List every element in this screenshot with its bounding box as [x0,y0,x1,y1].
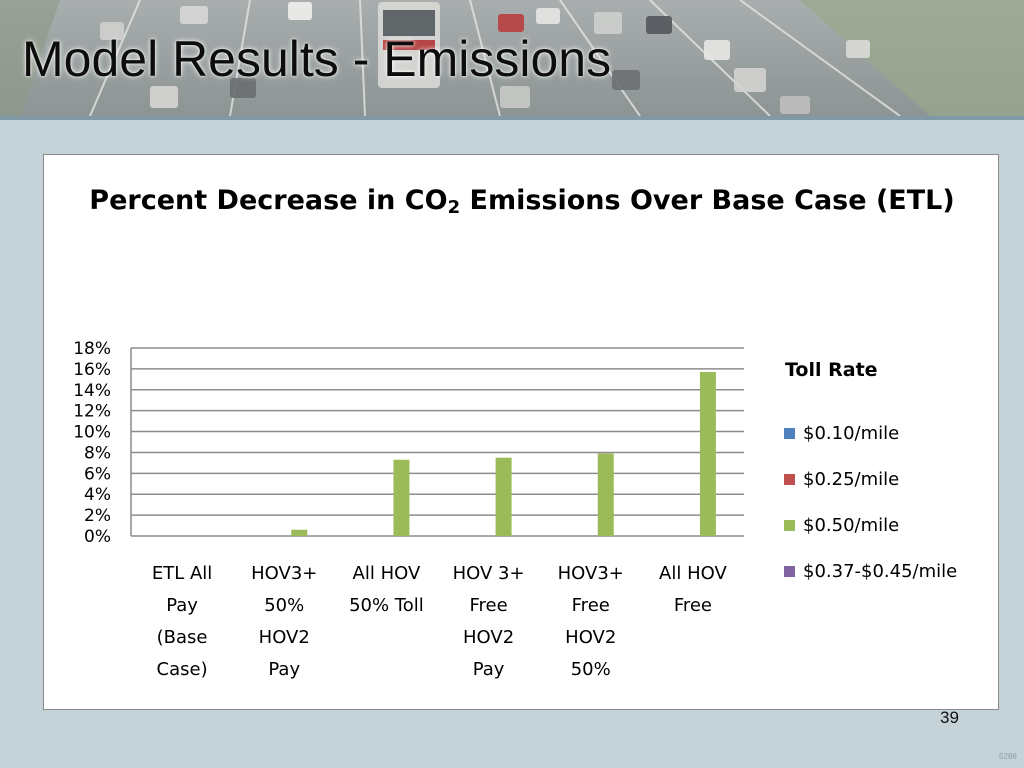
bar [495,457,512,536]
x-tick-label: HOV3+ Free HOV2 50% [558,563,624,680]
bar [597,453,614,536]
bar-chart-plot: 0%2%4%6%8%10%12%14%16%18% ETL All Pay (Base… [73,339,744,680]
y-tick-label: 4% [84,485,111,505]
legend-label: $0.37-$0.45/mile [803,561,958,582]
legend-swatch [784,520,795,531]
legend-title: Toll Rate [785,359,878,381]
y-tick-label: 2% [84,506,111,526]
chart-title-part-1: Percent Decrease in CO [89,185,448,216]
bar [393,459,410,536]
x-tick-label: All HOV Free [659,563,727,616]
y-tick-label: 16% [73,360,111,380]
slide-title: Model Results - Emissions [22,31,612,87]
legend-swatch [784,428,795,439]
y-tick-label: 8% [84,443,111,463]
y-tick-label: 18% [73,339,111,359]
legend-label: $0.10/mile [803,423,900,444]
legend: Toll Rate $0.10/mile $0.25/mile $0.50/mile… [784,359,994,582]
x-tick-label: ETL All Pay (Base Case) [152,563,212,680]
legend-item: $0.10/mile [784,423,899,444]
page-number: 39 [940,708,959,727]
chart-title: Percent Decrease in CO2 Emissions Over B… [44,173,1000,236]
y-tick-label: 14% [73,381,111,401]
y-tick-label: 6% [84,464,111,484]
legend-swatch [784,474,795,485]
y-tick-label: 0% [84,527,111,547]
header-banner: Model Results - Emissions [0,0,1024,116]
corner-code: 5286 [999,752,1017,761]
legend-label: $0.25/mile [803,469,900,490]
y-tick-label: 12% [73,402,111,422]
chart-title-subscript: 2 [447,197,461,218]
x-tick-label: All HOV 50% Toll [349,563,424,616]
bar [291,529,308,536]
legend-swatch [784,566,795,577]
legend-label: $0.50/mile [803,515,900,536]
x-tick-label: HOV 3+ Free HOV2 Pay [453,563,525,680]
x-tick-label: HOV3+ 50% HOV2 Pay [251,563,317,680]
chart-title-part-2: Emissions Over Base Case (ETL) [460,185,955,216]
banner-divider [0,116,1024,120]
legend-item: $0.37-$0.45/mile [784,561,957,582]
y-tick-label: 10% [73,423,111,443]
bar [699,372,716,536]
highway-photo [0,0,1024,116]
legend-item: $0.50/mile [784,515,899,536]
chart-container: Percent Decrease in CO2 Emissions Over B… [43,154,999,710]
legend-item: $0.25/mile [784,469,899,490]
